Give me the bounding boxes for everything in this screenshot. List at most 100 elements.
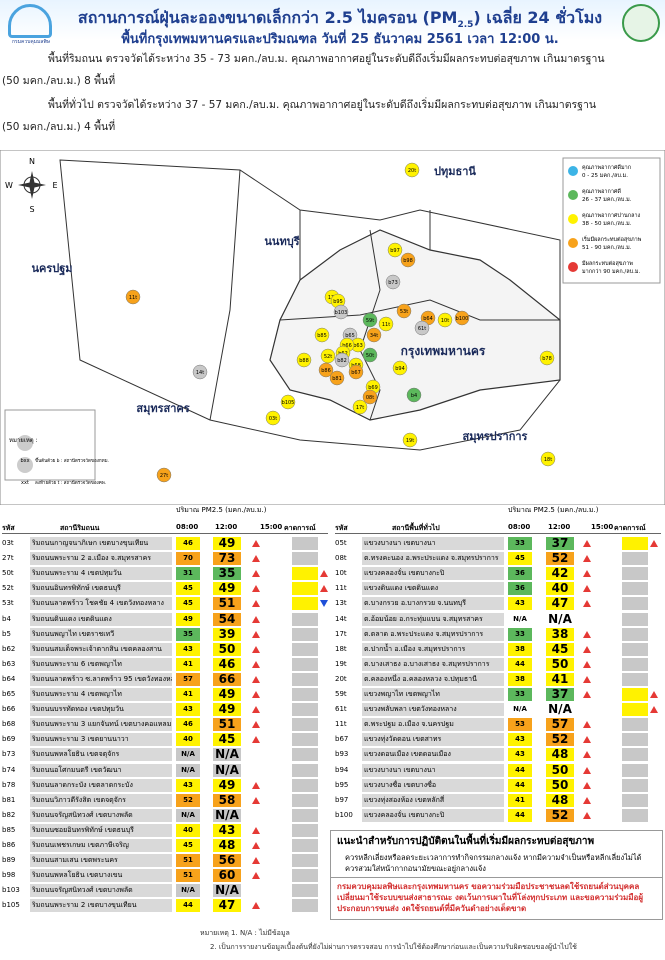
forecast-arrow	[650, 706, 658, 714]
trend-arrow	[252, 540, 260, 547]
station-code: b4	[2, 614, 11, 623]
station-code: 20t	[408, 168, 416, 174]
station-code: b67	[335, 735, 349, 744]
station-code: 18t	[544, 457, 552, 463]
forecast-box	[622, 778, 648, 792]
forecast-box	[622, 763, 648, 777]
value-12: 52	[546, 808, 574, 822]
value-12: N/A	[546, 612, 574, 626]
trend-arrow	[583, 555, 591, 563]
value-12: 49	[213, 688, 241, 701]
forecast-box	[292, 748, 318, 762]
station	[454, 310, 470, 326]
station-code: b82	[337, 358, 347, 364]
station-code: b68	[2, 720, 16, 729]
value-08: 70	[176, 552, 200, 566]
legend-range: 38 - 50 มคก./ลบ.ม.	[582, 221, 632, 227]
column-header: 12:00	[548, 523, 571, 531]
station-name: ต.บางเสาธง อ.บางเสาธง จ.สมุทรปราการ	[362, 657, 504, 671]
station-name: ต.ทรงคะนอง อ.พระประแดง จ.สมุทรปราการ	[362, 552, 504, 566]
station-code: b97	[335, 795, 349, 804]
legend-range: มากกว่า 90 มคก./ลบ.ม.	[582, 269, 641, 275]
value-12: 50	[546, 763, 574, 777]
summary-line: (50 มคก./ลบ.ม.) 8 พื้นที่	[2, 75, 116, 87]
value-08: 45	[176, 582, 200, 596]
note-text: ลงท้ายด้วย t : สถานีตรวจวัดของคพ.	[35, 480, 106, 486]
station-code: b103	[2, 886, 20, 895]
column-header: 15:00	[260, 523, 283, 531]
value-08: 40	[176, 733, 200, 747]
value-12: 41	[546, 672, 574, 686]
station-code: 53t	[400, 309, 408, 315]
trend-arrow	[583, 585, 591, 593]
station-code: b100	[456, 316, 469, 322]
station-code: 52t	[2, 584, 14, 593]
province-label: นครปฐม	[31, 262, 72, 276]
value-12: 49	[213, 582, 241, 596]
station-name: ต.คลองหนึ่ง อ.คลองหลวง จ.ปทุมธานี	[362, 672, 504, 686]
compass-label: N	[29, 157, 35, 166]
trend-arrow	[583, 796, 591, 804]
forecast-box	[622, 582, 648, 596]
station-name: ต.บางกรวย อ.บางกรวย จ.นนทบุรี	[362, 597, 504, 611]
station-name: ริมถนนอินทรพิทักษ์ เขตธนบุรี	[30, 582, 172, 596]
station	[314, 327, 330, 343]
station	[414, 320, 430, 336]
station-name: แขวงคลองจั่น เขตบางกะปิ	[362, 808, 504, 822]
title-prefix: สถานการณ์ฝุ่นละอองขนาดเล็กกว่า 2.5 ไมครอ…	[77, 8, 458, 27]
legend-range: 51 - 90 มคก./ลบ.ม.	[582, 245, 632, 251]
forecast-box	[292, 627, 318, 641]
column-header: สถานีริมถนน	[60, 524, 100, 532]
station-code: 61t	[418, 326, 426, 332]
compass-label: W	[5, 181, 13, 190]
forecast-box	[622, 808, 648, 822]
value-12: 47	[213, 899, 241, 913]
station-name: แขวงดินแดง เขตดินแดง	[362, 582, 504, 596]
summary-line: พื้นที่ทั่วไป ตรวจวัดได้ระหว่าง 37 - 57 …	[48, 99, 597, 111]
station	[348, 364, 364, 380]
station-code: b64	[2, 674, 16, 683]
legend-box	[562, 157, 661, 284]
forecast-box	[622, 597, 648, 611]
value-08: N/A	[176, 748, 200, 762]
forecast-box	[622, 733, 648, 747]
forecast-box	[292, 612, 318, 626]
unit-label: ปริมาณ PM2.5 (มคก./ลบ.ม.)	[176, 506, 267, 514]
station-code: b64	[423, 316, 433, 322]
header-rule	[2, 533, 328, 534]
value-08: 44	[176, 899, 200, 913]
footnote: 2. เป็นการรายงานข้อมูลเบื้องต้นที่ยังไม่…	[210, 943, 577, 951]
forecast-box	[622, 627, 648, 641]
station	[406, 387, 422, 403]
legend-label: เริ่มมีผลกระทบต่อสุขภาพ	[582, 235, 642, 243]
station	[296, 352, 312, 368]
forecast-box	[292, 552, 318, 566]
station-code: b74	[2, 765, 16, 774]
value-12: 54	[213, 612, 241, 626]
header-rule	[335, 533, 661, 534]
station	[362, 347, 378, 363]
station-code: b95	[333, 299, 343, 305]
station-code: b105	[282, 400, 295, 406]
province-label: กรุงเทพมหานคร	[401, 344, 486, 359]
value-12: 40	[546, 582, 574, 596]
forecast-arrow	[320, 600, 328, 608]
value-12: 45	[546, 642, 574, 656]
province-label: สมุทรสาคร	[136, 402, 189, 416]
forecast-box	[292, 567, 318, 581]
logo-right	[622, 4, 660, 42]
trend-arrow	[252, 842, 260, 849]
station-name: ริมถนนลาดพร้าว ซ.ลาดพร้าว 95 เขตวังทองหล…	[30, 672, 172, 686]
value-12: 46	[213, 657, 241, 671]
station-code: b82	[2, 810, 16, 819]
value-08: 40	[176, 823, 200, 837]
forecast-box	[292, 657, 318, 671]
station	[320, 348, 336, 364]
trend-arrow	[252, 826, 260, 834]
value-12: 51	[213, 597, 241, 611]
summary-line: (50 มคก./ลบ.ม.) 4 พื้นที่	[2, 121, 116, 133]
station-code: 13t	[335, 599, 347, 608]
station-name: แขวงทุ่งวัดดอน เขตสาทร	[362, 733, 504, 747]
column-header: คาดการณ์	[284, 524, 316, 532]
value-12: 51	[213, 718, 241, 732]
